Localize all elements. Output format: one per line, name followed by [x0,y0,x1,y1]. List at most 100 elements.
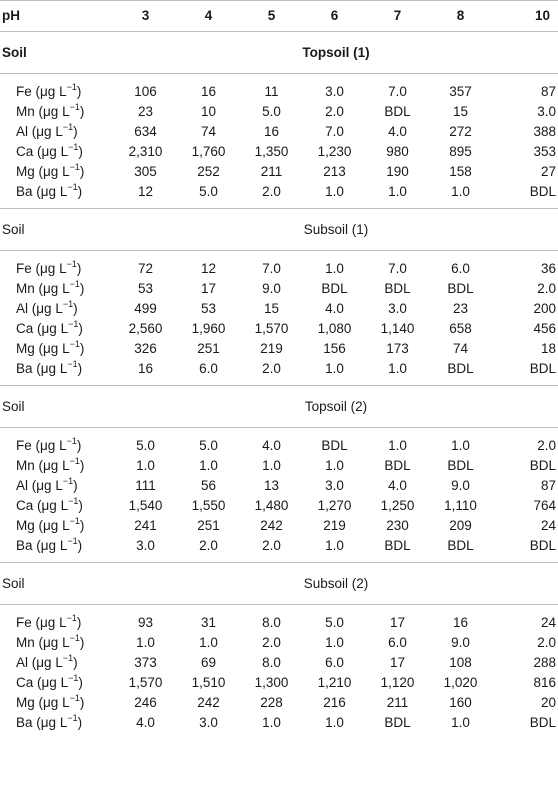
table-cell: BDL [492,536,558,563]
table-cell: 1.0 [262,458,281,474]
table-cell: 2.0 [240,536,303,563]
table-cell: 160 [449,695,472,711]
table-cell: 10 [200,104,217,120]
table-cell: 16 [200,84,217,100]
element-symbol: Ca [16,498,34,514]
table-row: Ba (μg L−1) 4.0 3.0 1.0 1.0 BDL 1.0 BDL [0,713,558,733]
table-cell: 1,020 [443,675,478,691]
section-header-row: Soil Subsoil (2) [0,562,558,605]
table-cell: 242 [260,518,283,534]
table-cell: 3.0 [114,536,177,563]
unit-text: (μg L [38,458,70,474]
unit-close: ) [79,695,85,711]
table-cell: 1,270 [317,498,352,514]
row-label: Mn (μg L−1) [0,633,114,653]
table-row: Mg (μg L−1) 246 242 228 216 211 160 20 [0,693,558,713]
table-cell: 1.0 [303,536,366,563]
header-ph-10: 10 [492,0,558,32]
table-cell: 1.0 [325,261,344,277]
section-label: Soil [0,31,114,74]
table-cell: 1.0 [388,438,407,454]
table-cell: 634 [134,124,157,140]
table-cell: 15 [263,301,280,317]
table-cell: 980 [386,144,409,160]
table-cell: 219 [323,518,346,534]
table-cell: 373 [134,655,157,671]
table-cell: 4.0 [262,438,281,454]
table-row: Fe (μg L−1) 93 31 8.0 5.0 17 16 24 [0,605,558,634]
table-cell: 357 [449,84,472,100]
row-label: Ca (μg L−1) [0,673,114,693]
row-label: Fe (μg L−1) [0,251,114,280]
table-cell: 69 [200,655,217,671]
table-cell: 1.0 [136,635,155,651]
table-cell: 1.0 [325,635,344,651]
header-ph-4: 4 [177,0,240,32]
table-cell: 4.0 [388,124,407,140]
table-cell: 1.0 [451,715,470,731]
table-cell: 200 [533,301,556,317]
unit-close: ) [79,635,85,651]
element-symbol: Ba [16,715,33,731]
row-label: Al (μg L−1) [0,476,114,496]
table-cell: BDL [384,715,411,731]
section-header-row: Soil Topsoil (1) [0,31,558,74]
table-cell: 272 [449,124,472,140]
table-row: Mg (μg L−1) 326 251 219 156 173 74 18 [0,339,558,359]
table-cell: 3.0 [537,104,556,120]
unit-text: (μg L [35,615,67,631]
unit-close: ) [76,84,82,100]
table-cell: 241 [134,518,157,534]
table-cell: 499 [134,301,157,317]
unit-text: (μg L [35,84,67,100]
unit-exponent: −1 [67,535,78,546]
element-symbol: Mg [16,341,35,357]
unit-exponent: −1 [69,101,80,112]
unit-text: (μg L [31,655,63,671]
unit-text: (μg L [36,361,68,377]
unit-close: ) [73,301,78,317]
table-header: pH 3 4 5 6 7 8 10 [0,0,558,32]
table-cell: 1.0 [199,635,218,651]
unit-exponent: −1 [68,318,79,329]
table-row: Al (μg L−1) 373 69 8.0 6.0 17 108 288 [0,653,558,673]
table-cell: 74 [200,124,217,140]
table-cell: 111 [135,478,156,494]
table-cell: 1.0 [451,438,470,454]
table-row: Ca (μg L−1) 1,570 1,510 1,300 1,210 1,120 1,02… [0,673,558,693]
table-cell: 18 [540,341,556,357]
table-cell: 228 [260,695,283,711]
table-row: Mg (μg L−1) 305 252 211 213 190 158 27 [0,162,558,182]
table-cell: 1,510 [191,675,226,691]
table-cell: 1.0 [199,458,218,474]
row-label: Fe (μg L−1) [0,605,114,634]
table-cell: 9.0 [451,635,470,651]
unit-exponent: −1 [67,712,78,723]
table-row: Ba (μg L−1) 3.0 2.0 2.0 1.0 BDL BDL BDL [0,536,558,563]
table-cell: 31 [200,615,217,631]
table-cell: 1.0 [303,359,366,386]
table-cell: 5.0 [177,182,240,209]
table-cell: 93 [137,615,154,631]
table-cell: 173 [386,341,409,357]
table-cell: 209 [449,518,472,534]
element-symbol: Ba [16,538,33,554]
unit-close: ) [76,615,82,631]
unit-text: (μg L [35,261,67,277]
table-cell: 242 [197,695,220,711]
table-cell: 1,080 [317,321,352,337]
unit-text: (μg L [37,144,69,160]
table-row: Mn (μg L−1) 1.0 1.0 2.0 1.0 6.0 9.0 2.0 [0,633,558,653]
table-cell: 5.0 [262,104,281,120]
row-label: Mg (μg L−1) [0,162,114,182]
table-cell: 211 [260,164,283,180]
table-cell: 764 [533,498,556,514]
table-cell: 9.0 [451,478,470,494]
table-cell: 353 [533,144,556,160]
table-cell: BDL [529,715,556,731]
element-symbol: Al [16,478,29,494]
table-cell: 7.0 [388,261,407,277]
table-cell: 1,210 [317,675,352,691]
row-label: Al (μg L−1) [0,653,114,673]
unit-text: (μg L [36,184,68,200]
